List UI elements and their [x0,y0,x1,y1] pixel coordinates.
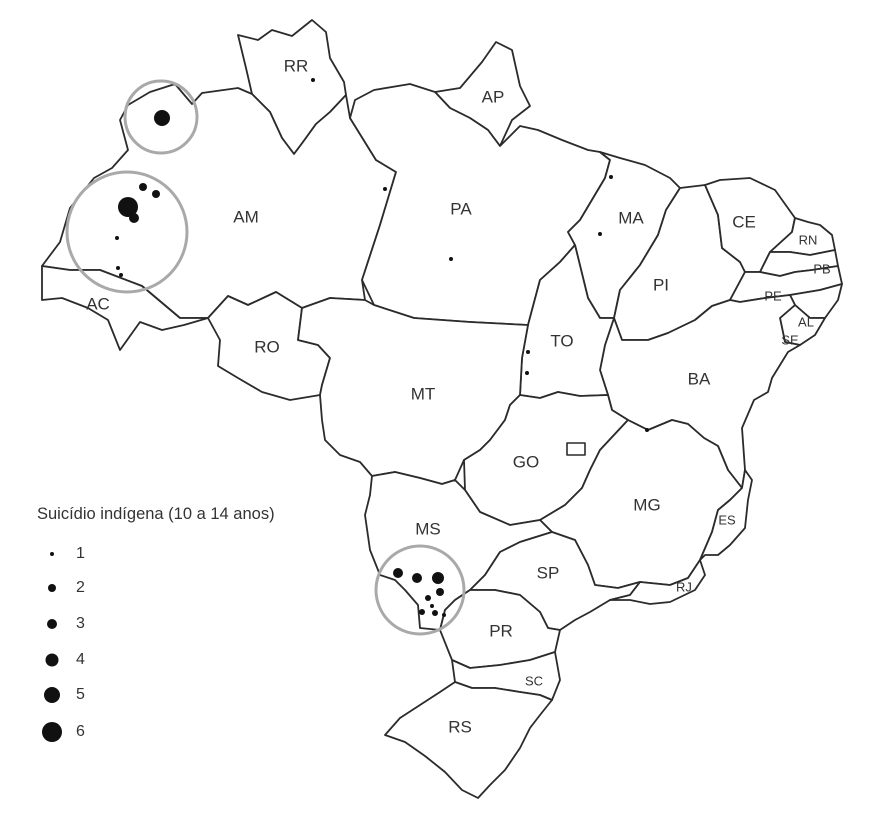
legend-title: Suicídio indígena (10 a 14 anos) [37,505,275,523]
case-marker [311,78,315,82]
state-label-GO: GO [513,452,539,471]
case-marker [118,197,138,217]
case-marker [419,609,425,615]
case-marker [430,604,434,608]
case-marker [152,190,160,198]
state-label-MS: MS [415,519,441,538]
case-marker [598,232,602,236]
state-AC[interactable] [41,265,209,351]
legend-label-1: 1 [76,545,85,562]
state-label-AP: AP [482,87,505,106]
legend-dot-4 [45,653,59,667]
state-label-PR: PR [489,621,513,640]
legend-dot-5 [44,687,60,703]
state-label-RJ: RJ [676,579,692,594]
state-label-ES: ES [718,512,736,527]
case-marker [383,187,387,191]
state-RJ[interactable] [609,559,706,605]
state-label-SP: SP [537,563,560,582]
federal-district-box [566,442,586,456]
state-label-AC: AC [86,294,110,313]
legend-dot-3 [47,619,57,629]
case-marker [609,175,613,179]
legend-label-4: 4 [76,651,85,668]
highlight-circle-ms [374,544,466,636]
highlight-circle-west [65,170,189,294]
state-label-PE: PE [764,288,782,303]
case-marker [154,110,170,126]
case-marker [449,257,453,261]
case-marker [425,595,431,601]
state-label-SE: SE [781,332,799,347]
state-label-AL: AL [798,314,814,329]
legend-label-5: 5 [76,686,85,703]
case-marker [119,273,123,277]
state-label-SC: SC [525,673,543,688]
state-label-MA: MA [618,208,644,227]
state-label-PA: PA [450,199,472,218]
state-label-PI: PI [653,275,669,294]
case-marker [645,428,649,432]
case-markers [115,78,649,617]
legend-dot-2 [48,584,56,592]
case-marker [139,183,147,191]
state-label-MT: MT [411,384,436,403]
legend-label-3: 3 [76,615,85,632]
case-marker [525,371,529,375]
state-label-MG: MG [633,495,660,514]
state-label-RR: RR [284,56,309,75]
case-marker [412,573,422,583]
state-label-RO: RO [254,337,280,356]
legend-dot-1 [50,552,54,556]
legend-label-2: 2 [76,579,85,596]
state-label-TO: TO [550,331,573,350]
state-label-AM: AM [233,207,259,226]
state-label-RS: RS [448,717,472,736]
legend-dot-6 [42,722,62,742]
case-marker [115,236,119,240]
state-ES[interactable] [699,469,753,561]
case-marker [526,350,530,354]
state-label-PB: PB [813,261,830,276]
legend: Suicídio indígena (10 a 14 anos) 1 2 3 4… [37,505,275,742]
state-label-BA: BA [688,369,711,388]
case-marker [442,613,446,617]
legend-label-6: 6 [76,723,85,740]
case-marker [129,213,139,223]
case-marker [432,572,444,584]
case-marker [432,610,438,616]
case-marker [393,568,403,578]
state-RS[interactable] [384,681,553,799]
highlight-circle-north [123,79,199,155]
case-marker [436,588,444,596]
case-marker [116,266,120,270]
state-label-CE: CE [732,212,756,231]
state-label-RN: RN [799,232,818,247]
